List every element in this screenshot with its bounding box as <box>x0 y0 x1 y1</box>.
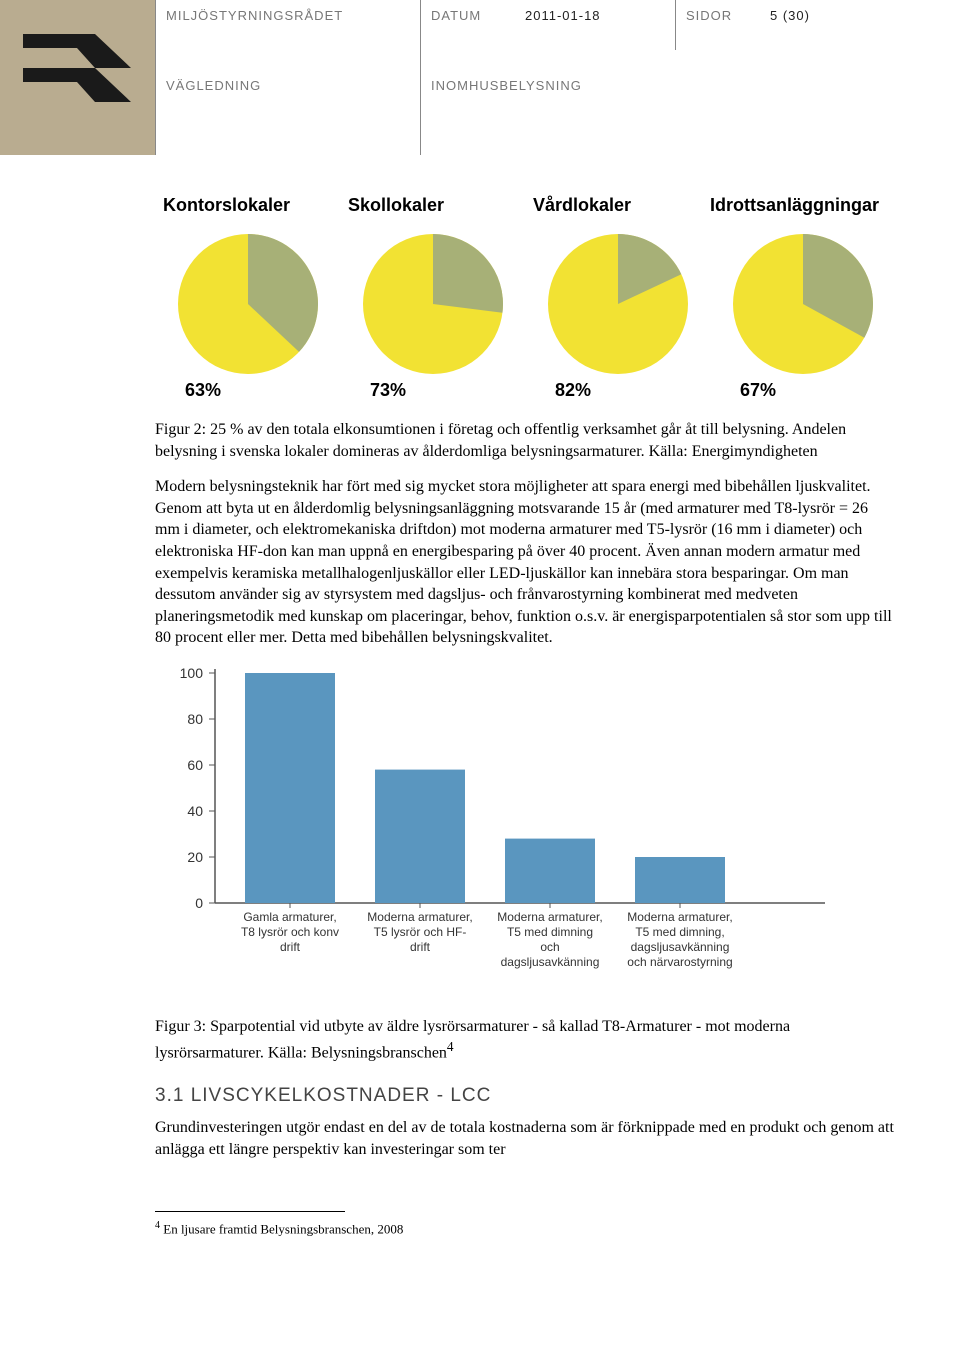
footnote-rule <box>155 1211 345 1212</box>
header-grid: MILJÖSTYRNINGSRÅDET DATUM 2011-01-18 SID… <box>155 0 960 155</box>
datum-value: 2011-01-18 <box>515 0 675 50</box>
page: MILJÖSTYRNINGSRÅDET DATUM 2011-01-18 SID… <box>0 0 960 1277</box>
content-area: Kontorslokaler Skollokaler Vårdlokaler Idro… <box>0 195 960 1277</box>
footnote-text: En ljusare framtid Belysningsbranschen, … <box>160 1221 403 1236</box>
svg-text:T8 lysrör och konv: T8 lysrör och konv <box>241 925 339 939</box>
bar-chart: 0 20 40 60 80 100 Gamla armaturer,T8 lysrör oc… <box>155 663 895 998</box>
topic-label: INOMHUSBELYSNING <box>420 50 960 155</box>
pie-percent-row: 63%73%82%67% <box>155 380 895 401</box>
svg-text:Moderna armaturer,: Moderna armaturer, <box>627 910 732 924</box>
svg-text:20: 20 <box>187 849 203 865</box>
org-name: MILJÖSTYRNINGSRÅDET <box>155 0 420 50</box>
pie-column: Kontorslokaler <box>155 195 340 374</box>
svg-text:Moderna armaturer,: Moderna armaturer, <box>367 910 472 924</box>
figure-3-caption: Figur 3: Sparpotential vid utbyte av äld… <box>155 1016 895 1064</box>
arrow-logo-icon <box>13 28 143 138</box>
figure-3-caption-text: Figur 3: Sparpotential vid utbyte av äld… <box>155 1018 790 1061</box>
svg-text:40: 40 <box>187 803 203 819</box>
svg-text:T5 med dimning: T5 med dimning <box>507 925 593 939</box>
pie-chart <box>363 234 503 374</box>
svg-text:drift: drift <box>280 940 301 954</box>
pie-charts-row: Kontorslokaler Skollokaler Vårdlokaler Idro… <box>155 195 895 374</box>
svg-text:och närvarostyrning: och närvarostyrning <box>627 955 732 969</box>
svg-text:dagsljusavkänning: dagsljusavkänning <box>501 955 600 969</box>
pie-column: Idrottsanläggningar <box>710 195 895 374</box>
svg-text:T5 lysrör och HF-: T5 lysrör och HF- <box>374 925 467 939</box>
section-heading: 3.1 LIVSCYKELKOSTNADER - LCC <box>155 1085 895 1107</box>
svg-text:Gamla armaturer,: Gamla armaturer, <box>243 910 336 924</box>
pie-percent-label: 63% <box>155 380 340 401</box>
figure-2-caption: Figur 2: 25 % av den totala elkonsumtion… <box>155 419 895 462</box>
svg-text:T5 med dimning,: T5 med dimning, <box>635 925 724 939</box>
pie-percent-label: 73% <box>340 380 525 401</box>
pie-title: Idrottsanläggningar <box>710 195 879 216</box>
pie-column: Skollokaler <box>340 195 525 374</box>
pie-chart <box>178 234 318 374</box>
pie-chart <box>733 234 873 374</box>
pie-title: Kontorslokaler <box>155 195 290 216</box>
svg-text:drift: drift <box>410 940 431 954</box>
svg-text:dagsljusavkänning: dagsljusavkänning <box>631 940 730 954</box>
pie-chart <box>548 234 688 374</box>
pie-title: Vårdlokaler <box>525 195 631 216</box>
org-logo <box>0 0 155 155</box>
sidor-value: 5 (30) <box>760 0 960 50</box>
svg-text:och: och <box>540 940 559 954</box>
svg-text:80: 80 <box>187 711 203 727</box>
vagledning-label: VÄGLEDNING <box>155 50 420 155</box>
pie-percent-label: 82% <box>525 380 710 401</box>
pie-title: Skollokaler <box>340 195 444 216</box>
page-header: MILJÖSTYRNINGSRÅDET DATUM 2011-01-18 SID… <box>0 0 960 155</box>
datum-label: DATUM <box>420 0 515 50</box>
svg-text:100: 100 <box>180 665 204 681</box>
body-paragraph-2: Grundinvesteringen utgör endast en del a… <box>155 1117 895 1160</box>
figure-3-foot-mark: 4 <box>447 1039 454 1054</box>
svg-text:0: 0 <box>195 895 203 911</box>
pie-percent-label: 67% <box>710 380 895 401</box>
pie-column: Vårdlokaler <box>525 195 710 374</box>
footnote: 4 En ljusare framtid Belysningsbranschen… <box>155 1220 895 1237</box>
body-paragraph-1: Modern belysningsteknik har fört med sig… <box>155 476 895 649</box>
bar-chart-svg: 0 20 40 60 80 100 Gamla armaturer,T8 lysrör oc… <box>155 663 855 993</box>
sidor-label: SIDOR <box>675 0 760 50</box>
svg-text:60: 60 <box>187 757 203 773</box>
svg-text:Moderna armaturer,: Moderna armaturer, <box>497 910 602 924</box>
